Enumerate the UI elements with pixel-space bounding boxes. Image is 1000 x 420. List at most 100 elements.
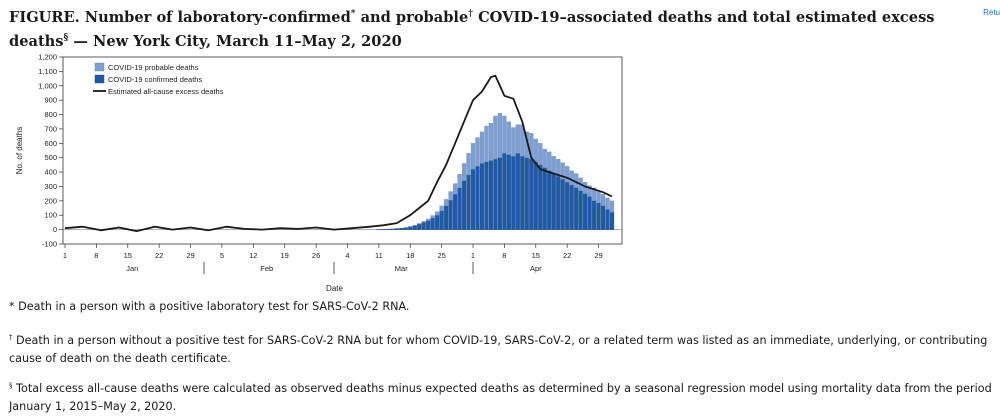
month-label: Feb [260, 264, 273, 273]
bar-confirmed [470, 169, 476, 230]
bar-confirmed [488, 160, 494, 230]
legend-label-probable: COVID-19 probable deaths [108, 63, 199, 72]
x-tick-label: 25 [437, 251, 445, 260]
month-label: Jan [126, 264, 138, 273]
bar-probable [560, 162, 565, 180]
bar-probable [551, 156, 556, 174]
bar-confirmed [538, 164, 543, 230]
x-tick-label: 1 [63, 251, 67, 260]
excess-deaths-line [64, 74, 613, 233]
bar-probable [426, 218, 431, 221]
bar-confirmed [435, 215, 440, 230]
bar-confirmed [556, 176, 561, 230]
bar-probable [591, 187, 597, 201]
bar-confirmed [493, 159, 498, 230]
return-link[interactable]: Retu [983, 8, 1000, 17]
bar-confirmed [484, 161, 489, 230]
bar-probable [461, 163, 467, 181]
footnote-excess: § Total excess all-cause deaths were cal… [9, 380, 999, 416]
x-tick-label: 22 [563, 251, 571, 260]
bar-probable [533, 138, 538, 163]
x-tick-label: 18 [406, 251, 414, 260]
x-tick-label: 11 [375, 251, 383, 260]
bar-confirmed [605, 209, 610, 230]
bar-confirmed [529, 159, 534, 230]
y-tick-label: 400 [44, 168, 57, 177]
bar-probable [515, 124, 520, 154]
bar-confirmed [430, 217, 435, 230]
title-mark-probable: † [468, 9, 473, 19]
bar-confirmed [394, 228, 399, 230]
x-tick-label: 5 [220, 251, 224, 260]
bar-confirmed [515, 153, 520, 230]
bar-probable [421, 221, 426, 223]
bar-confirmed [587, 196, 592, 230]
footnote-confirmed: * Death in a person with a positive labo… [9, 298, 999, 316]
bar-probable [538, 143, 543, 166]
y-tick-label: 1,000 [38, 81, 57, 90]
bar-confirmed [574, 187, 579, 230]
bar-confirmed [466, 174, 471, 230]
bar-probable [565, 166, 570, 183]
footnote-probable: † Death in a person without a positive t… [9, 332, 999, 368]
x-tick-label: 8 [94, 251, 98, 260]
bar-confirmed [547, 170, 552, 230]
figure-title: FIGURE. Number of laboratory-confirmed* … [9, 4, 959, 52]
bar-confirmed [390, 228, 395, 230]
y-tick-label: 800 [44, 110, 57, 119]
x-tick-label: 12 [249, 251, 257, 260]
bar-probable [605, 197, 610, 210]
bar-probable [435, 211, 440, 216]
bar-confirmed [600, 205, 606, 230]
bar-confirmed [421, 222, 426, 230]
bar-probable [587, 185, 592, 197]
bar-confirmed [385, 228, 390, 230]
y-tick-label: 700 [44, 124, 57, 133]
x-axis-title: Date [326, 284, 343, 293]
x-tick-label: 26 [312, 251, 320, 260]
month-label: Apr [530, 264, 542, 273]
bar-confirmed [565, 182, 570, 230]
month-label: Mar [395, 264, 408, 273]
bar-probable [444, 199, 449, 207]
x-tick-label: 4 [345, 251, 349, 260]
bar-confirmed [583, 193, 588, 230]
x-tick-label: 29 [186, 251, 194, 260]
bar-probable [430, 215, 435, 219]
bar-probable [470, 143, 476, 170]
y-tick-label: 600 [44, 139, 57, 148]
bar-probable [511, 127, 516, 157]
bar-probable [497, 112, 503, 158]
footnote-text: Death in a person with a positive labora… [14, 300, 410, 313]
bar-confirmed [533, 161, 538, 230]
bar-confirmed [479, 163, 485, 230]
bar-confirmed [399, 228, 404, 230]
y-tick-label: 200 [44, 196, 57, 205]
bar-confirmed [511, 156, 516, 230]
bar-confirmed [609, 212, 615, 230]
bar-confirmed [542, 167, 547, 230]
bar-probable [609, 200, 615, 213]
bar-confirmed [524, 157, 529, 230]
y-axis-title: No. of deaths [15, 127, 24, 175]
bar-probable [452, 183, 458, 195]
plot-frame [62, 56, 623, 245]
deaths-chart: -100 0 100 200 300 400 500 600 700 800 900 1,000 1,1… [15, 53, 623, 293]
bar-confirmed [551, 173, 556, 230]
bar-confirmed [569, 184, 574, 230]
bar-confirmed [475, 166, 480, 230]
bar-confirmed [444, 205, 449, 230]
legend-label-excess: Estimated all-cause excess deaths [108, 87, 224, 96]
bar-probable [600, 194, 606, 207]
bar-confirmed [452, 194, 458, 230]
footnote-symbol: † [9, 333, 13, 342]
y-tick-label: 900 [44, 96, 57, 105]
x-tick-label: 29 [594, 251, 602, 260]
y-tick-label: 100 [44, 211, 57, 220]
bar-confirmed [412, 225, 417, 230]
title-text-3: COVID-19–associated deaths and total est… [9, 8, 935, 50]
footnote-symbol: * [9, 300, 15, 313]
legend-swatch-probable [94, 62, 105, 72]
x-tick-label: 1 [471, 251, 475, 260]
bar-confirmed [403, 227, 408, 230]
